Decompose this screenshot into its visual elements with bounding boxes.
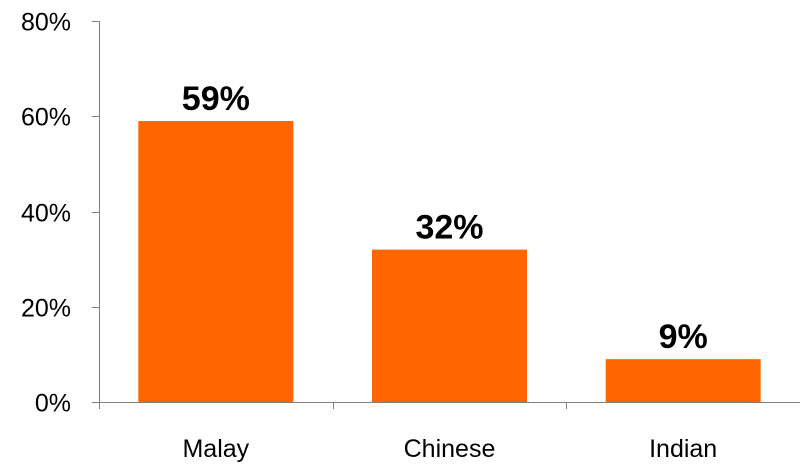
category-label-malay: Malay (182, 435, 249, 463)
y-axis-ticks: 0% 20% 40% 60% 80% (21, 9, 99, 418)
bar-chinese (372, 249, 527, 402)
y-tick-label: 20% (21, 295, 71, 323)
y-tick-label: 0% (35, 390, 71, 418)
category-label-indian: Indian (649, 435, 717, 463)
data-label-malay: 59% (182, 80, 250, 118)
category-labels: Malay Chinese Indian (182, 435, 717, 463)
data-label-indian: 9% (659, 318, 708, 356)
bar-malay (138, 121, 294, 402)
y-tick-label: 80% (21, 9, 71, 37)
data-label-chinese: 32% (415, 209, 483, 247)
data-labels: 59% 32% 9% (182, 80, 708, 356)
x-axis-ticks (99, 402, 567, 409)
y-tick-label: 40% (21, 200, 71, 228)
axes (99, 21, 800, 403)
bars (138, 121, 761, 402)
y-tick-label: 60% (21, 104, 71, 132)
category-label-chinese: Chinese (404, 435, 496, 463)
bar-indian (605, 359, 761, 402)
